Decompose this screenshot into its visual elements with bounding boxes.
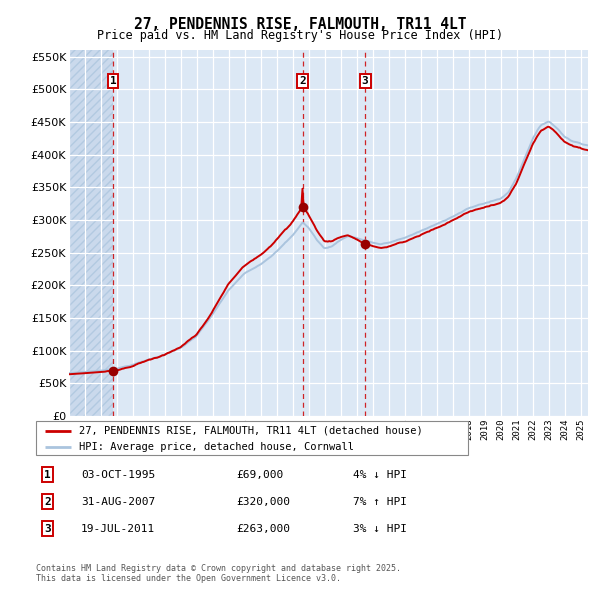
Text: 03-OCT-1995: 03-OCT-1995	[81, 470, 155, 480]
Text: 3% ↓ HPI: 3% ↓ HPI	[353, 524, 407, 534]
Text: 7% ↑ HPI: 7% ↑ HPI	[353, 497, 407, 507]
Text: 3: 3	[44, 524, 51, 534]
Text: 27, PENDENNIS RISE, FALMOUTH, TR11 4LT: 27, PENDENNIS RISE, FALMOUTH, TR11 4LT	[134, 17, 466, 31]
FancyBboxPatch shape	[36, 421, 468, 455]
Text: Contains HM Land Registry data © Crown copyright and database right 2025.
This d: Contains HM Land Registry data © Crown c…	[36, 563, 401, 583]
Text: HPI: Average price, detached house, Cornwall: HPI: Average price, detached house, Corn…	[79, 442, 354, 452]
Text: 3: 3	[362, 76, 368, 86]
Text: £263,000: £263,000	[236, 524, 290, 534]
Text: 31-AUG-2007: 31-AUG-2007	[81, 497, 155, 507]
Text: 2: 2	[299, 76, 306, 86]
Text: 27, PENDENNIS RISE, FALMOUTH, TR11 4LT (detached house): 27, PENDENNIS RISE, FALMOUTH, TR11 4LT (…	[79, 426, 423, 436]
Text: 2: 2	[44, 497, 51, 507]
Text: 19-JUL-2011: 19-JUL-2011	[81, 524, 155, 534]
Text: 4% ↓ HPI: 4% ↓ HPI	[353, 470, 407, 480]
Polygon shape	[69, 50, 113, 416]
Text: £320,000: £320,000	[236, 497, 290, 507]
Text: 1: 1	[110, 76, 116, 86]
Text: 1: 1	[44, 470, 51, 480]
Text: Price paid vs. HM Land Registry's House Price Index (HPI): Price paid vs. HM Land Registry's House …	[97, 29, 503, 42]
Text: £69,000: £69,000	[236, 470, 284, 480]
